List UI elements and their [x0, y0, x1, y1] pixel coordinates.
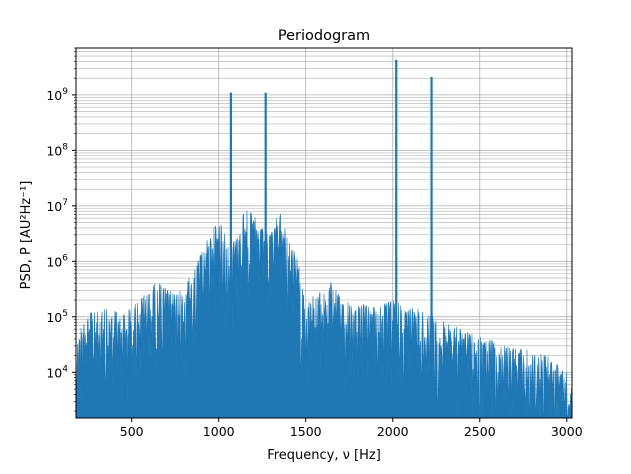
x-tick-label: 1500	[290, 424, 322, 439]
x-tick-label: 2000	[377, 424, 409, 439]
chart-title: Periodogram	[278, 28, 370, 44]
y-tick-label: 106	[46, 253, 68, 269]
plot-frame	[75, 47, 573, 419]
psd-area	[75, 210, 573, 419]
y-tick-label: 109	[46, 87, 68, 103]
psd-series	[75, 59, 573, 419]
x-axis-label: Frequency, ν [Hz]	[267, 448, 381, 463]
axes-ticks: 500 1000 1500 2000 2500 3000 104 105 106 107 108 10…	[46, 47, 583, 439]
x-tick-label: 1000	[203, 424, 235, 439]
y-tick-label: 108	[46, 142, 68, 158]
y-axis-label: PSD, P [AU²Hz⁻¹]	[19, 181, 34, 290]
x-tick-label: 2500	[464, 424, 496, 439]
x-tick-label: 3000	[551, 424, 583, 439]
x-tick-label: 500	[120, 424, 144, 439]
y-tick-label: 105	[46, 309, 68, 325]
y-tick-label: 107	[46, 198, 68, 214]
y-tick-label: 104	[46, 364, 68, 380]
